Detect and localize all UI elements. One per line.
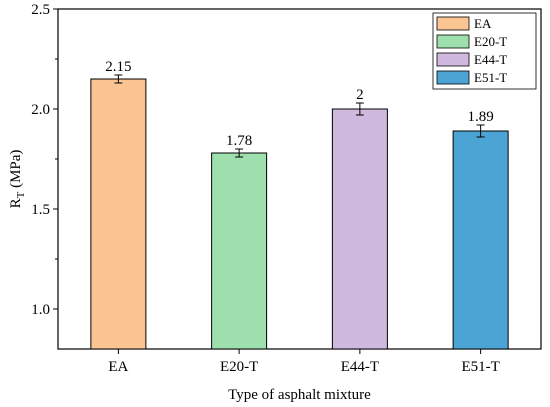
y-tick-label: 1.0 bbox=[31, 302, 50, 318]
x-tick-label-e20-t: E20-T bbox=[220, 359, 258, 375]
x-tick-label-ea: EA bbox=[108, 359, 128, 375]
data-label-e51-t: 1.89 bbox=[468, 109, 494, 125]
x-tick-label-e44-t: E44-T bbox=[341, 359, 379, 375]
legend-label: EA bbox=[474, 16, 492, 31]
y-axis-title-unit: (MPa) bbox=[8, 150, 24, 192]
legend-item-e20-t: E20-T bbox=[436, 34, 507, 49]
data-label-ea: 2.15 bbox=[105, 59, 131, 75]
legend-item-e51-t: E51-T bbox=[436, 70, 507, 85]
x-axis: EA E20-T E44-T E51-T bbox=[108, 349, 500, 375]
y-axis-title-main: R bbox=[8, 198, 24, 208]
legend-item-ea: EA bbox=[436, 16, 492, 31]
data-labels-group: 2.15 1.78 2 1.89 bbox=[105, 59, 494, 149]
y-tick-label: 2.0 bbox=[31, 102, 50, 118]
plot-frame bbox=[57, 8, 542, 350]
legend-swatch bbox=[436, 52, 470, 67]
data-label-e20-t: 1.78 bbox=[226, 133, 252, 149]
bar-e51-t bbox=[452, 130, 509, 350]
error-bar-e20-t bbox=[235, 148, 244, 158]
error-bar-e51-t bbox=[476, 124, 485, 138]
y-tick-label: 1.5 bbox=[31, 202, 50, 218]
bars-group bbox=[90, 78, 509, 350]
error-bar-ea bbox=[114, 74, 123, 84]
data-label-e44-t: 2 bbox=[356, 87, 364, 103]
y-axis-title-subscript: T bbox=[15, 191, 27, 198]
legend-label: E20-T bbox=[474, 34, 507, 49]
y-axis: 1.0 1.5 2.0 2.5 bbox=[31, 2, 58, 318]
legend-label: E44-T bbox=[474, 52, 507, 67]
legend-swatch bbox=[436, 70, 470, 85]
error-bar-e44-t bbox=[355, 102, 364, 116]
bar-ea bbox=[90, 78, 147, 350]
legend-item-e44-t: E44-T bbox=[436, 52, 507, 67]
bar-e44-t bbox=[331, 108, 388, 350]
x-tick-label-e51-t: E51-T bbox=[461, 359, 499, 375]
legend-label: E51-T bbox=[474, 70, 507, 85]
bar-e20-t bbox=[211, 152, 268, 350]
y-axis-title: RT (MPa) bbox=[8, 150, 27, 209]
x-axis-title: Type of asphalt mixture bbox=[228, 387, 371, 403]
legend-swatch bbox=[436, 34, 470, 49]
plot-area bbox=[57, 8, 542, 350]
y-tick-label: 2.5 bbox=[31, 2, 50, 18]
legend: EA E20-T E44-T E51-T bbox=[432, 12, 537, 90]
legend-swatch bbox=[436, 16, 470, 31]
error-bars-group bbox=[114, 74, 485, 158]
